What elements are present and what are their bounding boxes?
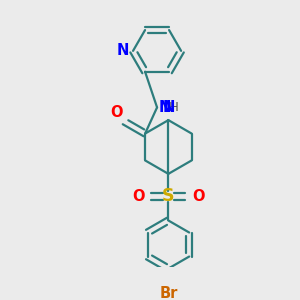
Text: Br: Br <box>159 286 178 300</box>
Text: S: S <box>162 188 175 206</box>
Text: H: H <box>169 101 179 114</box>
Text: O: O <box>110 105 123 120</box>
Text: N: N <box>158 100 171 115</box>
Text: N: N <box>162 100 175 115</box>
Text: O: O <box>192 189 204 204</box>
Text: N: N <box>117 44 129 59</box>
Text: O: O <box>132 189 145 204</box>
